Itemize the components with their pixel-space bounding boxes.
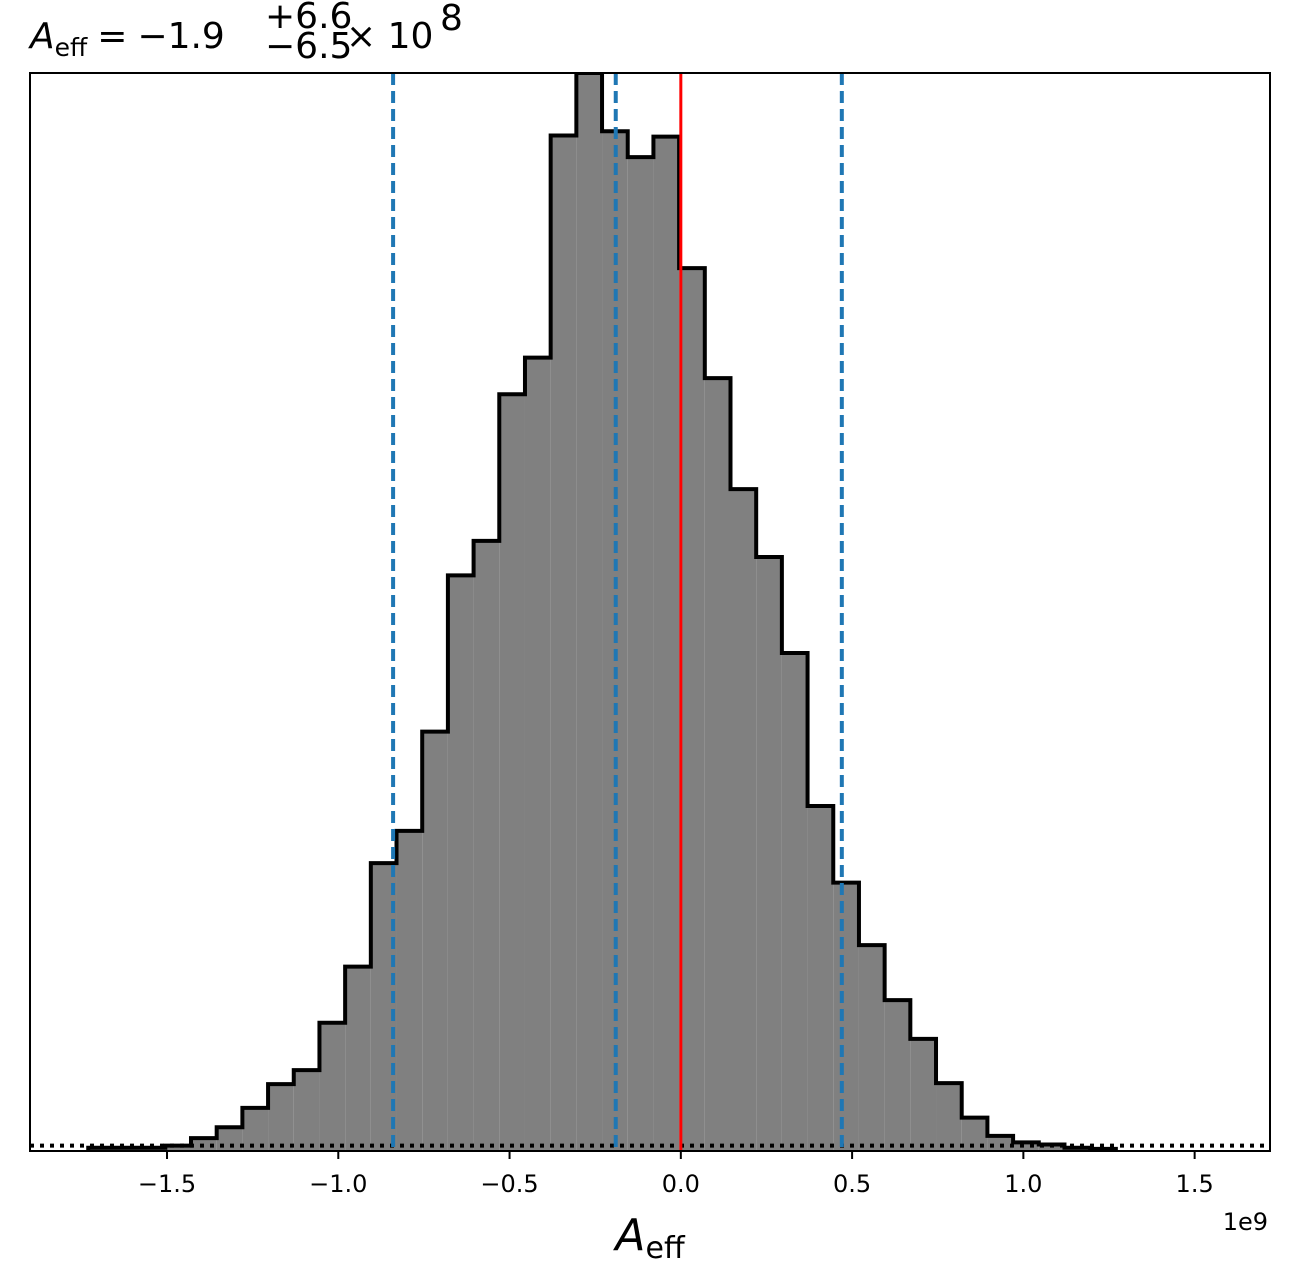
histogram-bar — [627, 157, 654, 1151]
histogram-bar — [704, 378, 731, 1151]
histogram-bar — [550, 135, 577, 1151]
histogram-bar — [396, 830, 423, 1151]
histogram-bar — [858, 945, 885, 1151]
xlabel-symbol: A — [612, 1210, 645, 1261]
histogram-bar — [884, 1000, 911, 1151]
histogram-bar — [756, 557, 782, 1151]
histogram-bar — [987, 1135, 1014, 1151]
histogram-bar — [781, 652, 808, 1151]
histogram-bar — [165, 1145, 191, 1151]
histogram-bar — [730, 489, 757, 1151]
histogram-bar — [807, 806, 834, 1151]
plot-area: −1.5 −1.0 −0.5 0.0 0.5 1.0 1.5 — [29, 72, 1271, 1198]
histogram-bar — [242, 1107, 269, 1151]
x-tick-label: 1.5 — [1176, 1170, 1214, 1198]
histogram-bar — [268, 1084, 294, 1151]
title-equals: = — [97, 16, 127, 57]
chart-title: Aeff = −1.9 — [28, 16, 225, 62]
histogram-bar — [473, 540, 500, 1151]
x-axis-label: Aeff — [612, 1210, 686, 1266]
histogram-bar — [1038, 1144, 1065, 1151]
histogram-bar — [319, 1022, 346, 1151]
x-tick-label: 0.0 — [662, 1170, 700, 1198]
histogram-bar — [345, 966, 371, 1151]
histogram-bar — [293, 1070, 320, 1151]
title-symbol: A — [28, 16, 55, 57]
x-tick-label: 1.0 — [1004, 1170, 1042, 1198]
histogram-bar — [1013, 1142, 1039, 1151]
xlabel-subscript: eff — [645, 1231, 685, 1266]
x-axis-offset: 1e9 — [1223, 1208, 1268, 1236]
title-median: −1.9 — [137, 16, 224, 57]
x-tick-label: −1.0 — [309, 1170, 367, 1198]
histogram-bar — [447, 575, 474, 1151]
plot-frame — [29, 72, 1271, 1152]
title-subscript: eff — [55, 33, 88, 62]
title-upper-error: +6.6 — [265, 0, 352, 37]
x-tick-label: −0.5 — [480, 1170, 538, 1198]
histogram-bar — [679, 268, 705, 1151]
histogram-bar — [833, 882, 859, 1151]
histogram-bar — [910, 1038, 937, 1151]
plot-content — [30, 73, 1270, 1151]
histogram-bar — [422, 731, 448, 1151]
histogram-bar — [936, 1083, 962, 1151]
title-multiplier: × 10 — [346, 16, 433, 57]
x-tick-label: 0.5 — [833, 1170, 871, 1198]
histogram-bar — [524, 357, 551, 1151]
x-tick-label: −1.5 — [138, 1170, 196, 1198]
histogram-bar — [653, 136, 680, 1151]
title-lower-error: −6.5 — [265, 26, 352, 67]
histogram-bar — [499, 394, 525, 1151]
title-exponent: 8 — [440, 0, 463, 39]
histogram-bar — [576, 73, 603, 1151]
